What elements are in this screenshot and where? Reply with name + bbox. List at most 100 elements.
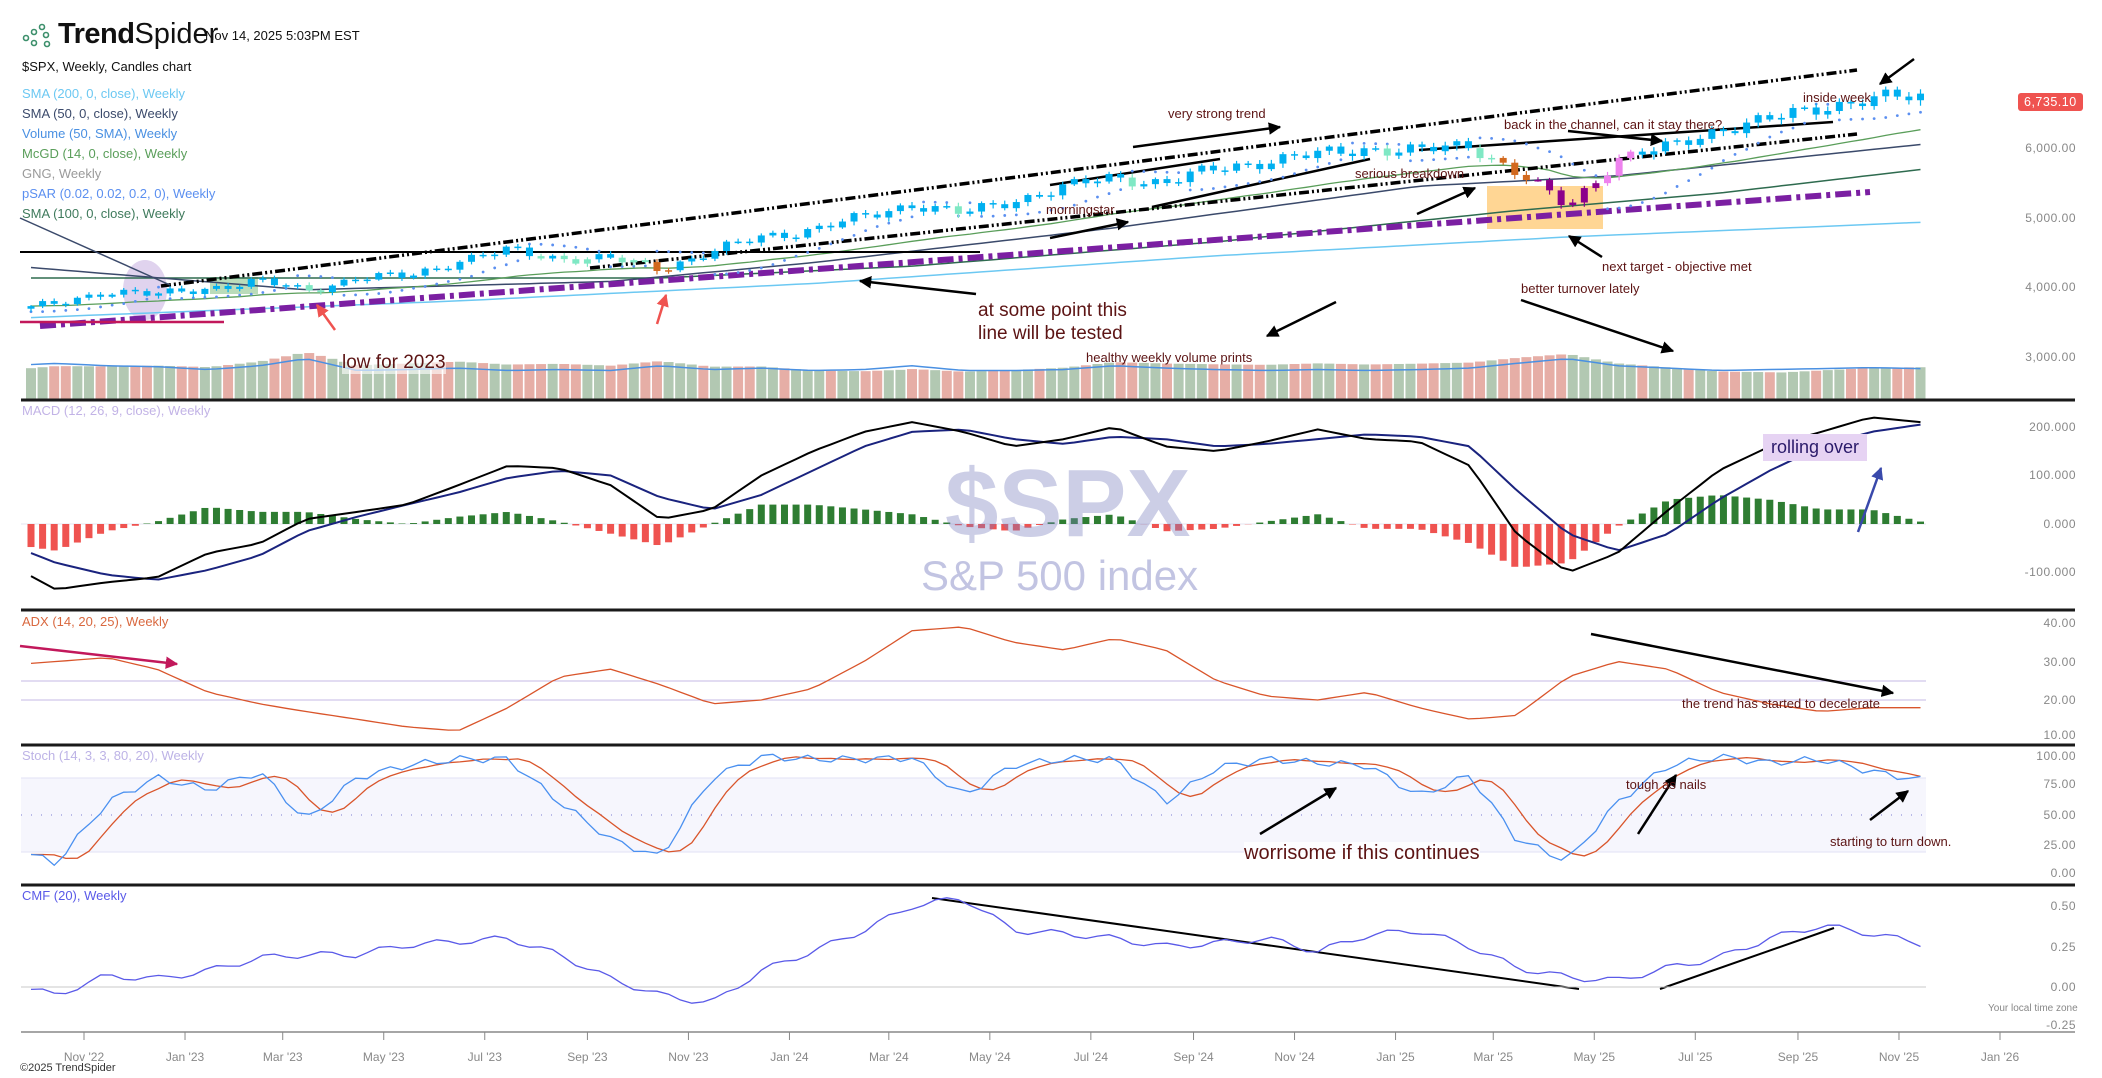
candle-body [1198,165,1206,172]
volume-bar [1359,364,1370,399]
macd-histogram-bar [97,524,105,534]
candle-body [120,289,128,295]
macd-histogram-bar [62,524,70,547]
annotation-turn-down: starting to turn down. [1830,834,1952,849]
macd-histogram-bar [317,513,325,524]
legend-psar[interactable]: pSAR (0.02, 0.02, 0.2, 0), Weekly [22,186,216,201]
adx-panel-label[interactable]: ADX (14, 20, 25), Weekly [22,614,169,629]
volume-bar [883,370,894,399]
arrow-very-strong-trend[interactable] [1132,122,1282,149]
arrow-adx-decline[interactable] [19,644,179,669]
volume-bar [941,370,952,399]
macd-histogram-bar [525,515,533,524]
macd-panel-label[interactable]: MACD (12, 26, 9, close), Weekly [22,403,211,418]
arrow-next-target[interactable] [1567,234,1603,259]
volume-bar [1301,363,1312,399]
arrow-low-2023[interactable] [315,303,337,331]
volume-bars [26,353,1926,399]
legend-sma100[interactable]: SMA (100, 0, close), Weekly [22,206,186,221]
psar-dot [1826,102,1830,106]
stoch-panel-label[interactable]: Stoch (14, 3, 3, 80, 20), Weekly [22,748,204,763]
candle-body [1105,173,1113,182]
arrow-line-tested[interactable] [858,276,977,296]
time-axis-label: Jan '23 [165,1050,205,1064]
macd-histogram-bar [155,521,163,524]
candle-body [1882,89,1890,97]
macd-histogram-bar [1209,524,1217,530]
arrow-tough-as-nails[interactable] [1636,773,1678,835]
legend-gng[interactable]: GNG, Weekly [22,166,102,181]
volume-bar [512,364,523,399]
arrow-turn-down[interactable] [1869,790,1909,821]
volume-bar [907,369,917,399]
macd-histogram-bar [328,515,336,524]
arrow-worrisome[interactable] [1259,786,1338,836]
arrow-better-turnover[interactable] [1520,298,1675,354]
channel-upper-line[interactable] [160,68,1858,288]
timezone-note[interactable]: Your local time zone [1988,1003,2078,1014]
candle-body [1859,103,1867,107]
legend-mcgd[interactable]: McGD (14, 0, close), Weekly [22,146,188,161]
volume-bar [1440,363,1451,399]
psar-dot [1617,206,1621,210]
trend-line-a[interactable] [1049,157,1221,187]
trend-line-d[interactable] [19,217,171,286]
candle-body [1117,173,1125,178]
arrow-rolling-over[interactable] [1856,466,1884,533]
candle-body [908,205,916,209]
volume-sma-line [30,358,1921,372]
annotation-line-tested-2: line will be tested [978,323,1123,344]
volume-bar [176,366,187,399]
time-axis-label: Nov '22 [63,1050,105,1064]
volume-bar [1811,370,1822,399]
psar-dot [1235,184,1238,187]
psar-dot [516,259,520,263]
macd-histogram-bar [1070,518,1078,524]
psar-dot [238,293,242,297]
volume-bar [709,366,720,399]
candle-body [630,260,638,263]
macd-histogram-bar [1279,519,1287,524]
candle-body [1093,181,1101,184]
psar-dot [736,271,740,274]
candle-body [954,206,962,214]
legend-sma200[interactable]: SMA (200, 0, close), Weekly [22,86,186,101]
arrow-nov-2023-low[interactable] [655,293,669,325]
cmf-panel-label[interactable]: CMF (20), Weekly [22,888,127,903]
candle-body [1847,101,1855,104]
psar-dot [1327,162,1331,165]
volume-bar [1046,368,1057,399]
arrow-trend-decelerate[interactable] [1590,632,1895,697]
cmf-rising-line[interactable] [1659,927,1835,990]
candle-body [1453,141,1461,146]
macd-histogram-bar [572,524,580,526]
volume-bar [1463,362,1474,399]
macd-histogram-bar [1267,520,1275,524]
arrow-back-in-channel[interactable] [1567,129,1664,147]
channel-lower-line[interactable] [589,132,1858,270]
arrow-serious-breakdown[interactable] [1416,186,1477,216]
candle-body [688,258,696,262]
price-tick: 5,000.00 [2025,211,2076,225]
volume-bar [767,367,778,399]
annotation-inside-week: inside week [1803,90,1871,105]
psar-dot [435,282,439,286]
arrow-morningstar[interactable] [1049,218,1130,240]
legend-sma50[interactable]: SMA (50, 0, close), Weekly [22,106,178,121]
candle-body [1140,184,1148,187]
macd-histogram-bar [444,518,452,524]
legend-volume[interactable]: Volume (50, SMA), Weekly [22,126,178,141]
cmf-divergence-line[interactable] [931,897,1580,990]
trend-line-b[interactable] [1151,157,1371,209]
psar-dot [539,242,543,246]
watermark-name: S&P 500 index [921,552,1199,599]
candle-body [653,262,661,271]
macd-histogram-bar [583,524,591,529]
volume-bar [1915,367,1926,399]
arrow-healthy-volume[interactable] [1265,300,1337,338]
support-line-purple[interactable] [39,189,1871,329]
arrow-inside-week[interactable] [1878,57,1915,86]
macd-histogram-bar [665,524,673,543]
candle-body [641,260,649,263]
